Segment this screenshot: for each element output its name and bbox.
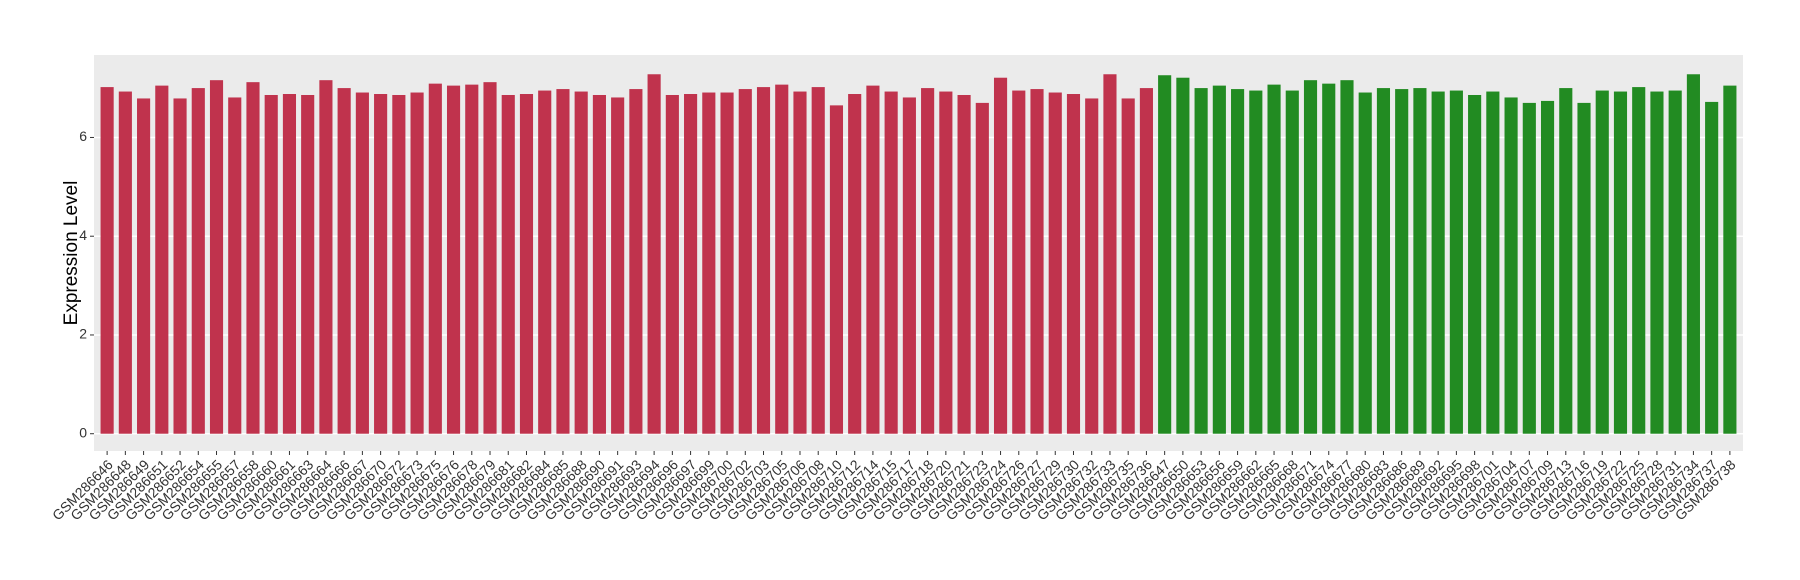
bar — [1103, 74, 1117, 434]
bar — [921, 88, 935, 434]
y-tick-label: 4 — [79, 227, 87, 243]
bar — [884, 91, 898, 434]
bar — [1194, 88, 1208, 434]
bar — [1723, 85, 1737, 434]
bar — [1486, 91, 1500, 434]
bar — [191, 88, 205, 434]
bar — [446, 85, 461, 434]
bar — [410, 92, 424, 434]
bar — [465, 84, 479, 434]
bar — [1595, 90, 1609, 434]
bar — [1559, 88, 1573, 434]
bar — [1522, 102, 1536, 434]
y-tick-label: 0 — [79, 424, 87, 440]
bar — [1231, 89, 1245, 434]
bar — [829, 105, 844, 434]
bar — [1613, 91, 1628, 434]
bar — [1705, 101, 1719, 434]
bar — [519, 94, 534, 434]
bar — [684, 94, 698, 434]
bar — [282, 94, 297, 434]
bar — [1212, 85, 1226, 434]
bar — [1322, 83, 1336, 434]
bar — [264, 94, 278, 434]
bar — [665, 94, 679, 434]
bar — [1395, 89, 1409, 434]
bar — [1139, 88, 1153, 434]
bar — [1504, 97, 1518, 434]
bar — [1249, 90, 1263, 434]
bar — [1540, 100, 1555, 434]
bar — [355, 92, 369, 434]
bar — [574, 91, 588, 434]
bar — [228, 97, 242, 434]
bar — [1686, 74, 1700, 434]
bar — [866, 85, 880, 434]
bar — [501, 94, 515, 434]
y-axis-label: Expression Level — [61, 181, 82, 326]
bar — [738, 89, 752, 434]
bar — [1668, 90, 1682, 434]
bar — [301, 94, 315, 434]
bar — [957, 94, 971, 434]
bar — [702, 92, 716, 434]
bar — [1431, 91, 1445, 434]
bar — [319, 80, 333, 434]
bar — [538, 90, 552, 434]
bar — [1577, 102, 1591, 434]
bar — [392, 94, 406, 434]
bar — [793, 91, 807, 434]
bar — [848, 94, 862, 434]
bar — [1468, 94, 1482, 434]
y-tick-label: 6 — [79, 128, 87, 144]
bar — [1285, 90, 1299, 434]
bar — [1303, 80, 1318, 434]
bar — [756, 87, 771, 434]
bar — [1449, 90, 1463, 434]
bar — [173, 98, 187, 434]
bar — [1267, 84, 1281, 434]
bar — [993, 77, 1008, 434]
bar — [1632, 87, 1646, 434]
bar — [902, 97, 916, 434]
bar — [155, 85, 169, 434]
bar — [1650, 91, 1664, 434]
bar — [592, 94, 606, 434]
bar — [118, 91, 132, 434]
bar — [647, 74, 661, 434]
bar — [611, 97, 625, 434]
bar — [1066, 94, 1081, 434]
bar — [975, 102, 989, 434]
bar — [1121, 98, 1135, 434]
bar — [1376, 88, 1391, 434]
bar — [939, 91, 953, 434]
y-tick-label: 2 — [79, 326, 87, 342]
bar — [1048, 92, 1062, 434]
bar — [1176, 77, 1190, 434]
bar — [483, 82, 497, 434]
bar — [629, 89, 643, 434]
bar — [1012, 90, 1026, 434]
bar — [775, 84, 789, 434]
bar — [137, 98, 151, 434]
bar — [1085, 98, 1099, 434]
bar — [1413, 88, 1427, 434]
bar — [209, 80, 224, 434]
bar — [246, 82, 260, 434]
bar — [374, 94, 388, 434]
bar — [720, 92, 734, 434]
bar — [1158, 75, 1172, 434]
bar — [428, 83, 442, 434]
bar — [100, 87, 114, 434]
bar — [1030, 89, 1044, 434]
bar — [1340, 80, 1354, 434]
bar — [811, 87, 825, 434]
bar — [337, 88, 351, 434]
bar — [1358, 92, 1372, 434]
bar — [556, 89, 570, 434]
